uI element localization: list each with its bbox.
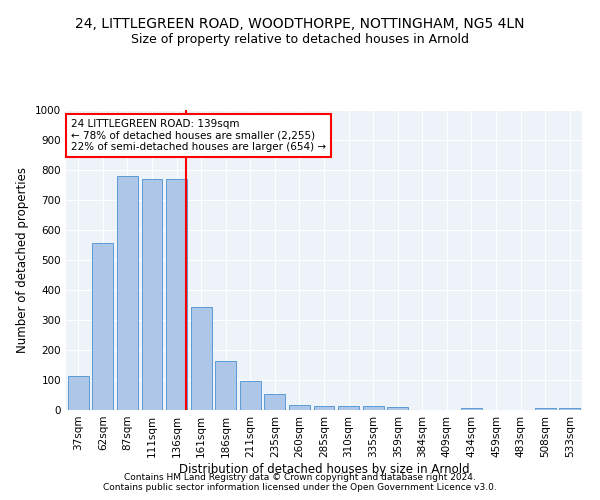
Bar [338, 406, 359, 410]
Bar [240, 381, 261, 410]
Bar [117, 176, 138, 410]
Bar [265, 394, 286, 410]
X-axis label: Distribution of detached houses by size in Arnold: Distribution of detached houses by size … [179, 462, 469, 475]
Bar [215, 360, 236, 410]
Bar [461, 408, 482, 410]
Text: 24 LITTLEGREEN ROAD: 139sqm
← 78% of detached houses are smaller (2,255)
22% of : 24 LITTLEGREEN ROAD: 139sqm ← 78% of det… [71, 119, 326, 152]
Bar [92, 243, 113, 410]
Bar [314, 406, 334, 410]
Text: Contains HM Land Registry data © Crown copyright and database right 2024.: Contains HM Land Registry data © Crown c… [124, 472, 476, 482]
Bar [362, 406, 383, 410]
Bar [289, 404, 310, 410]
Bar [68, 376, 89, 410]
Bar [559, 408, 580, 410]
Text: 24, LITTLEGREEN ROAD, WOODTHORPE, NOTTINGHAM, NG5 4LN: 24, LITTLEGREEN ROAD, WOODTHORPE, NOTTIN… [75, 18, 525, 32]
Bar [535, 408, 556, 410]
Bar [166, 179, 187, 410]
Bar [142, 179, 163, 410]
Text: Size of property relative to detached houses in Arnold: Size of property relative to detached ho… [131, 32, 469, 46]
Text: Contains public sector information licensed under the Open Government Licence v3: Contains public sector information licen… [103, 484, 497, 492]
Bar [191, 307, 212, 410]
Y-axis label: Number of detached properties: Number of detached properties [16, 167, 29, 353]
Bar [387, 407, 408, 410]
